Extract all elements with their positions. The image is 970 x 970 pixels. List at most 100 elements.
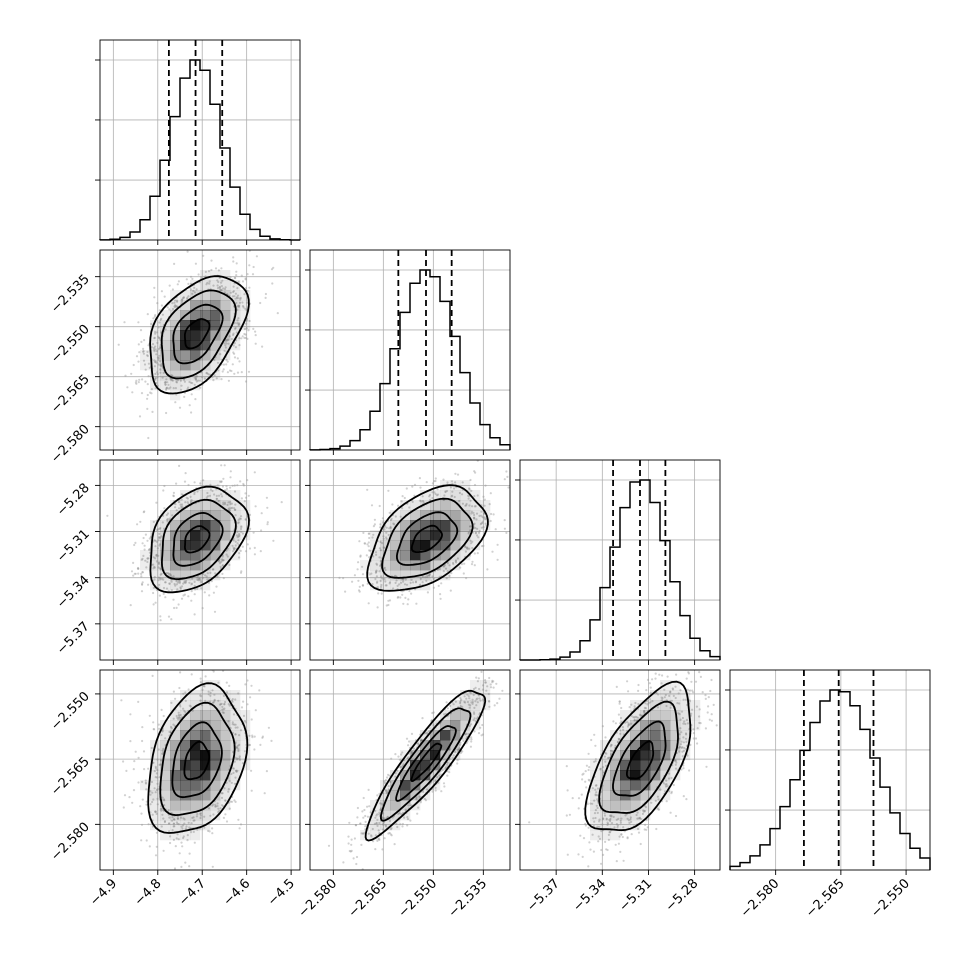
sample-point [157, 357, 161, 360]
sample-point [392, 522, 395, 525]
sample-point [594, 758, 598, 761]
sample-point [403, 816, 406, 819]
sample-point [448, 564, 451, 567]
density-cell [190, 310, 201, 321]
density-cell [600, 810, 611, 821]
sample-point [361, 832, 364, 835]
sample-point [194, 376, 197, 380]
sample-point [150, 388, 153, 391]
sample-point [672, 694, 675, 698]
sample-point [657, 693, 660, 696]
sample-point [134, 750, 137, 753]
sample-point [434, 479, 437, 483]
density-cell [460, 530, 471, 541]
sample-point [172, 598, 175, 601]
density-cell [640, 800, 651, 811]
panel-frame [309, 249, 511, 451]
sample-point [223, 707, 226, 710]
sample-point [143, 768, 146, 771]
sample-point [643, 706, 647, 710]
sample-point [470, 738, 473, 741]
sample-point [397, 595, 400, 599]
sample-point [468, 697, 471, 700]
sample-point [246, 337, 249, 340]
sample-point [212, 803, 215, 806]
sample-point [388, 511, 391, 514]
panel-content [528, 670, 718, 868]
sample-point [621, 726, 625, 729]
density-cell [470, 520, 481, 531]
sample-point [473, 483, 477, 487]
sample-point [469, 499, 472, 502]
sample-point [643, 709, 646, 712]
sample-point [225, 820, 229, 823]
sample-point [389, 525, 392, 529]
histogram-step [309, 269, 511, 451]
histogram-step [729, 689, 931, 870]
sample-point [238, 743, 241, 747]
sample-point [171, 307, 175, 311]
sample-point [600, 790, 603, 793]
sample-point [159, 347, 162, 350]
scatter-panel-1-0: −2.580−2.565−2.550−2.535 [48, 249, 301, 467]
y-tick-label: −2.565 [48, 372, 93, 417]
sample-point [177, 716, 180, 719]
sample-point [668, 790, 671, 793]
sample-point [637, 817, 640, 820]
sample-point [253, 471, 256, 474]
sample-point [408, 740, 411, 743]
sample-point [147, 362, 150, 365]
sample-point [207, 690, 210, 693]
sample-point [359, 822, 362, 825]
sample-point [191, 382, 194, 385]
sample-point [483, 504, 486, 507]
sample-point [442, 565, 445, 568]
sample-point [172, 717, 175, 720]
sample-point [695, 705, 699, 708]
sample-point [415, 602, 418, 605]
sample-point [450, 480, 454, 483]
sample-point [685, 677, 688, 680]
sample-point [383, 780, 386, 783]
density-cell [150, 560, 161, 571]
sample-point [193, 593, 196, 596]
sample-point [626, 721, 629, 724]
sample-point [354, 824, 358, 827]
sample-point [208, 494, 212, 497]
contour-line [147, 682, 249, 834]
sample-point [233, 490, 237, 493]
sample-point [618, 835, 621, 838]
sample-point [362, 832, 365, 835]
sample-point [401, 822, 404, 826]
sample-point [229, 800, 232, 803]
sample-point [226, 339, 229, 342]
density-cell [230, 720, 241, 731]
sample-point [230, 781, 233, 785]
sample-point [449, 486, 452, 489]
sample-point [258, 689, 261, 692]
sample-point [434, 780, 437, 783]
density-cell [460, 480, 471, 491]
sample-point [480, 522, 483, 525]
sample-point [681, 716, 685, 720]
density-cell [170, 520, 181, 531]
sample-point [235, 769, 238, 772]
sample-point [649, 691, 652, 695]
density-cell [450, 510, 461, 521]
sample-point [239, 571, 243, 574]
sample-point [185, 825, 188, 828]
sample-point [436, 488, 439, 491]
density-cell [450, 740, 461, 751]
sample-point [421, 499, 425, 503]
sample-point [468, 487, 471, 490]
sample-point [607, 756, 610, 759]
sample-point [642, 710, 646, 714]
sample-point [233, 372, 236, 375]
sample-point [219, 807, 222, 810]
density-cell [370, 580, 381, 591]
sample-point [632, 716, 635, 719]
sample-point [419, 801, 422, 804]
histogram-step [99, 59, 301, 241]
sample-point [251, 273, 255, 276]
density-cell [160, 780, 171, 791]
